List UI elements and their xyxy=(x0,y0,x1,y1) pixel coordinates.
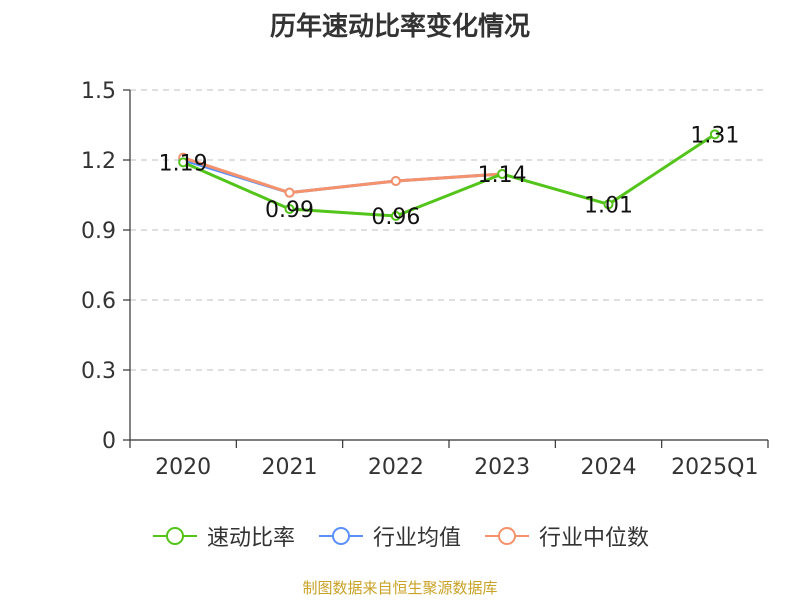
data-point-series-3 xyxy=(284,187,295,198)
legend-item-series-1[interactable]: 速动比率 xyxy=(151,520,295,552)
legend-item-series-3[interactable]: 行业中位数 xyxy=(483,520,649,552)
y-tick-label: 0 xyxy=(102,429,116,454)
legend-item-series-2[interactable]: 行业均值 xyxy=(317,520,461,552)
data-point-series-3 xyxy=(390,176,401,186)
x-tick-label: 2022 xyxy=(368,455,424,480)
legend: 速动比率 行业均值 行业中位数 xyxy=(0,520,800,552)
x-tick-label: 2024 xyxy=(581,455,637,480)
x-tick-label: 2021 xyxy=(262,455,318,480)
data-point-series-1 xyxy=(284,204,295,214)
legend-marker-series-1 xyxy=(152,527,197,545)
data-label: 1.14 xyxy=(478,163,527,188)
legend-marker-series-2 xyxy=(318,527,363,545)
data-point-series-1 xyxy=(603,199,614,210)
data-label: 1.31 xyxy=(690,123,739,148)
data-label: 1.01 xyxy=(584,193,633,218)
series-line-1 xyxy=(182,133,716,218)
legend-label-series-3: 行业中位数 xyxy=(539,526,650,551)
data-source-note: 制图数据来自恒生聚源数据库 xyxy=(302,579,498,597)
data-point-series-1 xyxy=(709,129,720,140)
data-point-series-1 xyxy=(390,211,401,221)
y-tick-label: 1.5 xyxy=(81,79,116,104)
y-tick-label: 0.6 xyxy=(81,289,116,314)
legend-label-series-2: 行业均值 xyxy=(372,526,461,551)
data-point-series-1 xyxy=(178,157,189,168)
y-tick-label: 0.9 xyxy=(81,219,116,244)
x-tick-label: 2023 xyxy=(474,455,530,480)
chart-title: 历年速动比率变化情况 xyxy=(269,12,530,42)
data-label: 0.96 xyxy=(371,205,420,230)
data-label: 1.19 xyxy=(159,151,208,176)
y-tick-label: 1.2 xyxy=(81,149,116,174)
data-point-series-1 xyxy=(497,169,508,179)
legend-label-series-1: 速动比率 xyxy=(206,526,295,551)
x-tick-label: 2025Q1 xyxy=(671,455,758,480)
y-tick-label: 0.3 xyxy=(81,359,116,384)
legend-marker-series-3 xyxy=(485,527,529,545)
data-label: 0.99 xyxy=(265,198,314,223)
x-tick-label: 2020 xyxy=(155,455,211,480)
series-line-3 xyxy=(182,156,503,195)
